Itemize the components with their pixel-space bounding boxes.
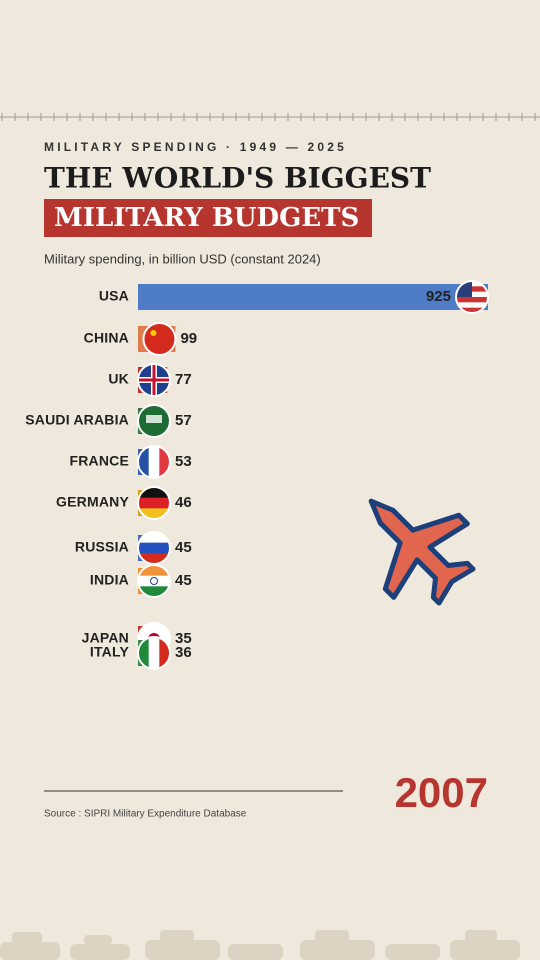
category-label: GERMANY	[56, 494, 129, 510]
subtitle: Military spending, in billion USD (const…	[44, 251, 321, 266]
value-label: 925	[426, 288, 451, 305]
title-highlight: MILITARY BUDGETS	[54, 203, 359, 233]
flag-ring	[142, 322, 177, 356]
flag-ring	[137, 486, 171, 520]
category-label: RUSSIA	[75, 539, 129, 555]
flag-stripe	[138, 497, 170, 509]
value-label: 57	[175, 412, 192, 429]
plane-illustration	[368, 498, 476, 606]
ruler	[0, 113, 540, 121]
kicker: MILITARY SPENDING · 1949 — 2025	[44, 140, 347, 154]
flag-stripe	[159, 637, 170, 669]
category-label: CHINA	[84, 330, 129, 346]
category-label: USA	[99, 288, 129, 304]
flag-stripe	[138, 508, 170, 519]
flag-stripe	[138, 446, 150, 478]
flag-stripe	[456, 297, 488, 303]
flag-stripe	[138, 586, 170, 597]
flag	[142, 322, 177, 356]
value-label: 45	[175, 572, 192, 589]
category-label: SAUDI ARABIA	[25, 412, 129, 428]
flag-wheel	[150, 577, 158, 585]
flag-star	[150, 330, 157, 336]
category-label: FRANCE	[69, 453, 129, 469]
flag-stripe	[456, 302, 488, 309]
value-label: 46	[175, 494, 192, 511]
year-label: 2007	[395, 769, 488, 816]
flag	[137, 363, 171, 397]
flag-ring	[137, 445, 171, 479]
flag-stripe	[138, 637, 150, 669]
value-label: 35	[175, 630, 192, 647]
flag	[455, 280, 489, 314]
flag-stripe	[138, 553, 170, 564]
tank-silhouettes	[0, 930, 520, 960]
flag	[137, 445, 171, 479]
flag-stripe	[138, 565, 170, 577]
flag-ring	[455, 280, 489, 314]
flag	[137, 531, 171, 565]
value-label: 99	[180, 330, 197, 347]
flag-stripe	[138, 542, 170, 554]
flag-stripe	[148, 637, 160, 669]
value-label: 77	[175, 371, 192, 388]
category-label: JAPAN	[82, 630, 129, 646]
bar	[138, 284, 488, 310]
value-label: 45	[175, 539, 192, 556]
flag-stripe	[456, 307, 488, 313]
flag-ring	[137, 636, 171, 670]
flag	[137, 636, 171, 670]
chart-title: THE WORLD'S BIGGEST	[44, 162, 431, 195]
flag-stripe	[138, 575, 170, 587]
flag-stripe	[148, 446, 160, 478]
flag-ring	[137, 363, 171, 397]
flag-ring	[137, 564, 171, 598]
title-highlight-box	[44, 199, 372, 237]
flag	[137, 404, 171, 438]
category-label: ITALY	[90, 644, 130, 660]
category-label: INDIA	[90, 572, 129, 588]
value-label: 36	[175, 644, 192, 661]
flag-stripe	[159, 446, 170, 478]
flag-stripe	[138, 532, 170, 544]
category-label: UK	[108, 371, 129, 387]
flag	[137, 486, 171, 520]
source: Source : SIPRI Military Expenditure Data…	[44, 809, 247, 820]
flag-ring	[137, 404, 171, 438]
flag-stripe	[138, 487, 170, 499]
flag-emblem	[146, 415, 162, 423]
value-label: 53	[175, 453, 192, 470]
flag	[137, 564, 171, 598]
flag-cross	[138, 378, 170, 382]
